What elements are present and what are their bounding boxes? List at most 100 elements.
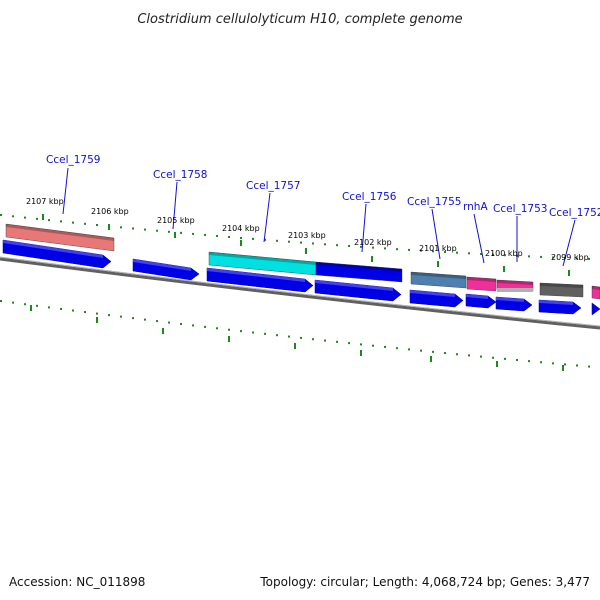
- ruler-major-tick: [162, 328, 164, 334]
- ruler-major-tick: [503, 266, 505, 272]
- ruler-major-tick: [174, 232, 176, 238]
- ruler-dot: [492, 356, 494, 359]
- ruler-dot: [336, 340, 338, 343]
- ruler-major-tick: [96, 317, 98, 323]
- ruler-dot: [480, 355, 482, 358]
- ruler-dot: [360, 343, 362, 346]
- ruler-dot: [588, 257, 590, 260]
- tick-label: 2101 kbp: [419, 244, 457, 253]
- label-leader-line: [62, 167, 69, 215]
- annotation-ccel-1753-lower: [497, 288, 533, 292]
- gene-label-ccel-1755[interactable]: Ccel_1755: [407, 196, 461, 208]
- ruler-dot: [240, 236, 242, 239]
- ruler-dot: [324, 243, 326, 246]
- gene-label-ccel-1756[interactable]: Ccel_1756: [342, 191, 397, 203]
- outer-tick-ruler: [0, 214, 590, 276]
- annotation-ccel-1755-shade: [411, 272, 466, 279]
- tick-label: 2104 kbp: [222, 224, 260, 233]
- ruler-dot: [276, 239, 278, 242]
- ruler-dot: [528, 255, 530, 258]
- annotation-rnha: [466, 276, 497, 292]
- label-leader-line: [172, 181, 178, 230]
- ruler-dot: [144, 228, 146, 231]
- ruler-dot: [588, 365, 590, 368]
- ruler-dot: [348, 245, 350, 248]
- ruler-dot: [156, 229, 158, 232]
- ruler-dot: [192, 324, 194, 327]
- ruler-dot: [96, 312, 98, 315]
- label-leader-line: [473, 213, 485, 264]
- ruler-dot: [564, 363, 566, 366]
- ruler-dot: [396, 347, 398, 350]
- ruler-dot: [408, 348, 410, 351]
- ruler-dot: [420, 249, 422, 252]
- annotation-ccel-1756-shade: [316, 262, 402, 272]
- ruler-dot: [84, 311, 86, 314]
- ruler-dot: [456, 353, 458, 356]
- gene-label-ccel-1757[interactable]: Ccel_1757: [246, 180, 300, 192]
- cds-track: [2, 239, 600, 316]
- ruler-dot: [288, 240, 290, 243]
- ruler-dot: [120, 226, 122, 229]
- ruler-major-tick: [568, 270, 570, 276]
- ruler-dot: [72, 309, 74, 312]
- ruler-dot: [36, 304, 38, 307]
- ruler-dot: [300, 241, 302, 244]
- cds-arrow-ccel-1758-highlight: [133, 259, 191, 271]
- ruler-major-tick: [430, 356, 432, 362]
- ruler-dot: [0, 300, 2, 302]
- ruler-major-tick: [294, 343, 296, 349]
- ruler-dot: [228, 328, 230, 331]
- gene-label-leaders: [62, 167, 576, 267]
- ruler-dot: [180, 231, 182, 234]
- ruler-dot: [12, 301, 14, 304]
- annotation-ccel-1759: [5, 223, 115, 252]
- annotation-rnha-shade: [467, 277, 496, 282]
- ruler-major-tick: [240, 240, 242, 246]
- ruler-dot: [252, 237, 254, 240]
- ruler-major-tick: [228, 336, 230, 342]
- cds-arrow-ccel-1755-highlight: [410, 290, 455, 297]
- ruler-dot: [468, 252, 470, 255]
- tick-label: 2105 kbp: [157, 216, 195, 225]
- ruler-dot: [264, 238, 266, 241]
- ruler-dot: [0, 214, 2, 216]
- ruler-major-tick: [437, 261, 439, 267]
- tick-label: 2099 kbp: [551, 253, 589, 262]
- ruler-dot: [24, 216, 26, 219]
- annotation-ccel-1756: [315, 261, 403, 283]
- cds-arrow-rnha-highlight: [466, 294, 488, 299]
- ruler-dot: [396, 248, 398, 251]
- ruler-dot: [252, 331, 254, 334]
- cds-arrow-ccel-1756: [314, 279, 402, 302]
- gene-label-ccel-1758[interactable]: Ccel_1758: [153, 169, 207, 181]
- label-leader-line: [431, 208, 441, 260]
- ruler-dot: [132, 317, 134, 320]
- ruler-dot: [132, 227, 134, 230]
- ruler-dot: [84, 222, 86, 225]
- tick-label: 2106 kbp: [91, 207, 129, 216]
- tick-label: 2102 kbp: [354, 238, 392, 247]
- cds-arrow-ccel-1756-highlight: [315, 280, 393, 291]
- ruler-dot: [348, 342, 350, 345]
- ruler-dot: [372, 246, 374, 249]
- ruler-major-tick: [360, 350, 362, 356]
- annotation-track: [5, 223, 600, 300]
- gene-label-ccel-1759[interactable]: Ccel_1759: [46, 154, 100, 166]
- genome-summary-text: Topology: circular; Length: 4,068,724 bp…: [259, 575, 590, 589]
- ruler-dot: [300, 336, 302, 339]
- ruler-dot: [468, 354, 470, 357]
- gene-label-rnha[interactable]: rnhA: [463, 201, 488, 213]
- ruler-dot: [324, 339, 326, 342]
- ruler-dot: [516, 359, 518, 362]
- ruler-dot: [480, 252, 482, 255]
- ruler-dot: [192, 232, 194, 235]
- gene-label-ccel-1753[interactable]: Ccel_1753: [493, 203, 547, 215]
- gene-label-ccel-1752[interactable]: Ccel_1752: [549, 207, 600, 219]
- ruler-dot: [552, 256, 554, 259]
- label-leader-line: [361, 203, 367, 253]
- ruler-dot: [384, 247, 386, 250]
- tick-label: 2107 kbp: [26, 197, 64, 206]
- ruler-dot: [204, 325, 206, 328]
